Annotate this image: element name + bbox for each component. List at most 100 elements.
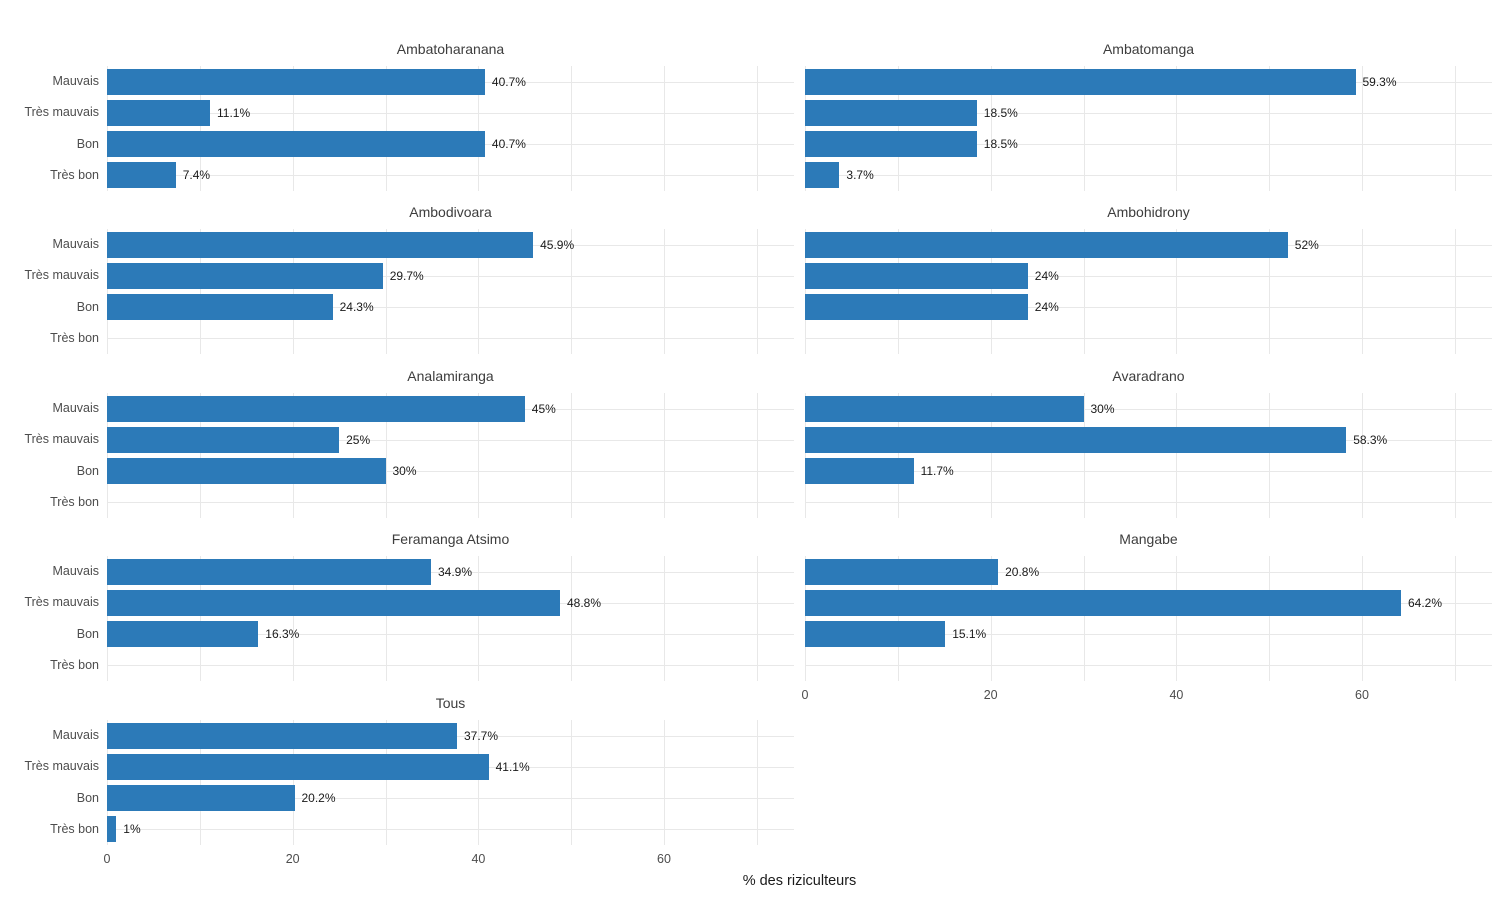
bar-value-label: 24% bbox=[1034, 300, 1059, 315]
bar-value-label: 30% bbox=[392, 464, 417, 479]
gridline-horizontal bbox=[805, 571, 1492, 573]
panel-analamiranga: 45% 25% 30% bbox=[107, 393, 794, 518]
gridline-horizontal bbox=[107, 439, 794, 441]
gridline-vertical bbox=[990, 229, 992, 354]
gridline-vertical bbox=[664, 393, 665, 518]
gridline-vertical bbox=[664, 720, 665, 845]
gridline-vertical bbox=[756, 66, 758, 191]
bar-ambohidrony-mauvais bbox=[805, 231, 1288, 258]
bar-ambatomanga-tres-mauvais bbox=[805, 99, 977, 126]
bar-value-label: 40.7% bbox=[491, 74, 526, 89]
gridline-vertical bbox=[199, 556, 201, 681]
category-label-mauvais: Mauvais bbox=[52, 728, 99, 742]
gridline-vertical bbox=[1269, 66, 1271, 191]
gridline-vertical bbox=[756, 720, 758, 845]
x-tick-label-20: 20 bbox=[285, 852, 300, 866]
bar-value-label: 45% bbox=[531, 401, 556, 416]
bar-value-label: 41.1% bbox=[495, 759, 530, 774]
x-tick-label-60: 60 bbox=[1355, 688, 1369, 702]
gridline-horizontal bbox=[805, 634, 1492, 636]
facet-title-ambatomanga: Ambatomanga bbox=[1102, 41, 1195, 57]
gridline-vertical bbox=[897, 393, 899, 518]
gridline-vertical bbox=[1269, 393, 1271, 518]
gridline-horizontal bbox=[805, 175, 1492, 177]
x-tick-label-40: 40 bbox=[471, 852, 486, 866]
gridline-vertical bbox=[1083, 556, 1085, 681]
category-label-tres-mauvais: Très mauvais bbox=[24, 595, 99, 610]
bar-analamiranga-bon bbox=[107, 458, 386, 485]
bar-tous-tres-mauvais bbox=[107, 753, 489, 780]
bar-ambodivoara-tres-mauvais bbox=[107, 262, 383, 289]
gridline-vertical bbox=[1083, 229, 1085, 354]
gridline-horizontal bbox=[107, 175, 794, 177]
gridline-horizontal bbox=[107, 571, 794, 573]
bar-feramanga-atsimo-bon bbox=[107, 621, 259, 648]
gridline-vertical bbox=[478, 393, 480, 518]
gridline-vertical bbox=[664, 556, 665, 681]
bar-value-label: 45.9% bbox=[540, 237, 575, 252]
bar-value-label: 58.3% bbox=[1353, 432, 1388, 447]
bar-value-label: 18.5% bbox=[983, 137, 1018, 152]
gridline-vertical bbox=[1362, 393, 1363, 518]
bar-value-label: 48.8% bbox=[567, 595, 602, 610]
bar-analamiranga-tres-mauvais bbox=[107, 426, 340, 453]
gridline-vertical bbox=[1083, 66, 1085, 191]
gridline-vertical bbox=[1454, 229, 1456, 354]
gridline-vertical bbox=[385, 556, 387, 681]
bar-ambatoharanana-mauvais bbox=[107, 68, 485, 95]
gridline-vertical bbox=[199, 229, 201, 354]
bar-value-label: 18.5% bbox=[983, 105, 1018, 120]
gridline-horizontal bbox=[107, 275, 794, 277]
bar-avaradrano-mauvais bbox=[805, 395, 1084, 422]
gridline-vertical bbox=[756, 229, 758, 354]
panel-ambohidrony: 52% 24% 24% bbox=[805, 229, 1492, 354]
panel-tous: 37.7% 41.1% 20.2% 1% bbox=[107, 720, 794, 845]
bar-ambatoharanana-tres-bon bbox=[107, 162, 176, 189]
gridline-vertical bbox=[292, 720, 294, 845]
bar-ambatomanga-mauvais bbox=[805, 68, 1356, 95]
gridline-vertical bbox=[1269, 556, 1271, 681]
panel-ambodivoara: 45.9% 29.7% 24.3% bbox=[107, 229, 794, 354]
gridline-horizontal bbox=[107, 471, 794, 473]
gridline-vertical bbox=[385, 229, 387, 354]
bar-value-label: 11.1% bbox=[217, 105, 251, 120]
category-label-bon: Bon bbox=[76, 136, 99, 151]
gridline-vertical bbox=[897, 229, 899, 354]
gridline-vertical bbox=[1362, 229, 1363, 354]
bar-ambatomanga-tres-bon bbox=[805, 162, 840, 189]
gridline-vertical bbox=[107, 720, 108, 845]
bar-value-label: 24% bbox=[1034, 268, 1059, 283]
gridline-vertical bbox=[805, 556, 806, 681]
gridline-vertical bbox=[1454, 393, 1456, 518]
gridline-vertical bbox=[107, 229, 108, 354]
gridline-vertical bbox=[1176, 556, 1178, 681]
gridline-vertical bbox=[571, 66, 573, 191]
gridline-vertical bbox=[664, 229, 665, 354]
gridline-horizontal bbox=[107, 502, 794, 504]
gridline-vertical bbox=[805, 229, 806, 354]
bar-value-label: 59.3% bbox=[1362, 74, 1397, 89]
gridline-horizontal bbox=[107, 829, 794, 831]
bar-ambohidrony-tres-mauvais bbox=[805, 262, 1028, 289]
facet-title-ambohidrony: Ambohidrony bbox=[1107, 204, 1190, 220]
facet-title-tous: Tous bbox=[435, 695, 466, 711]
category-label-bon: Bon bbox=[76, 463, 99, 478]
bar-tous-tres-bon bbox=[107, 816, 117, 843]
panel-avaradrano: 30% 58.3% 11.7% bbox=[805, 393, 1492, 518]
gridline-vertical bbox=[571, 393, 573, 518]
gridline-vertical bbox=[292, 66, 294, 191]
x-tick-label-0: 0 bbox=[103, 852, 111, 866]
category-label-mauvais: Mauvais bbox=[52, 401, 99, 415]
bar-ambodivoara-mauvais bbox=[107, 231, 534, 258]
category-label-bon: Bon bbox=[76, 626, 99, 641]
bar-ambatoharanana-bon bbox=[107, 131, 485, 158]
gridline-horizontal bbox=[107, 798, 794, 800]
gridline-vertical bbox=[199, 66, 201, 191]
gridline-vertical bbox=[107, 66, 108, 191]
gridline-horizontal bbox=[805, 665, 1492, 667]
bar-ambodivoara-bon bbox=[107, 294, 333, 321]
gridline-vertical bbox=[756, 556, 758, 681]
gridline-vertical bbox=[805, 66, 806, 191]
category-label-mauvais: Mauvais bbox=[52, 237, 99, 251]
facet-title-avaradrano: Avaradrano bbox=[1112, 368, 1185, 384]
